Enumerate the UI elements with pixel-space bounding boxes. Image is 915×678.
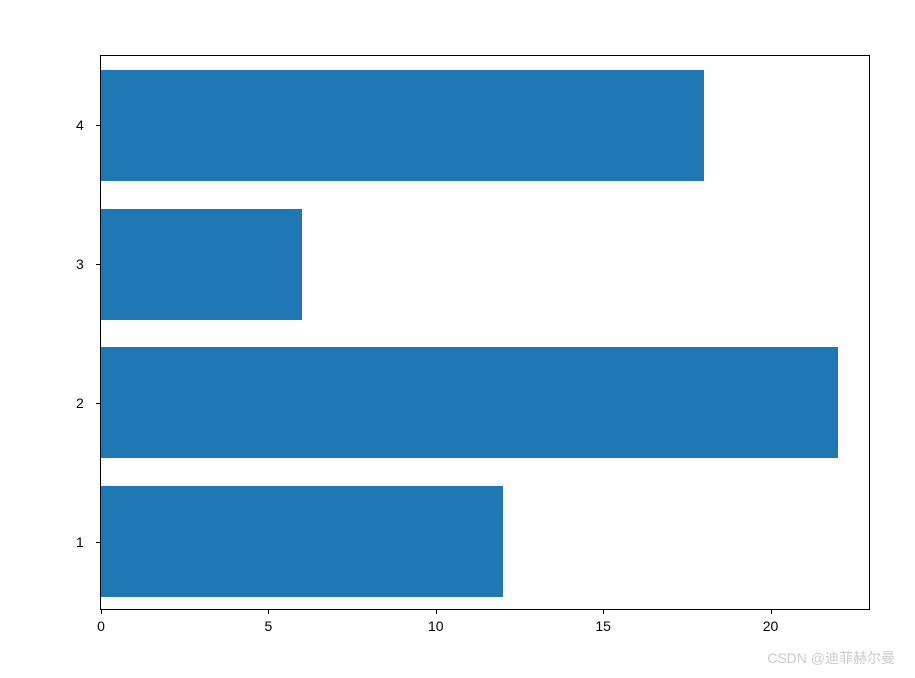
bar-2: [101, 347, 838, 458]
y-tick: [96, 542, 101, 543]
y-tick-label: 4: [76, 117, 84, 133]
bar-3: [101, 209, 302, 320]
bar-4: [101, 70, 704, 181]
y-tick: [96, 125, 101, 126]
watermark-text: CSDN @迪菲赫尔曼: [767, 648, 895, 668]
bar-1: [101, 486, 503, 597]
y-tick: [96, 403, 101, 404]
y-tick-label: 3: [76, 256, 84, 272]
x-tick: [101, 609, 102, 614]
x-tick: [771, 609, 772, 614]
x-tick: [436, 609, 437, 614]
x-tick-label: 20: [763, 618, 779, 634]
y-tick-label: 1: [76, 534, 84, 550]
x-tick-label: 10: [428, 618, 444, 634]
x-tick: [603, 609, 604, 614]
x-tick-label: 0: [97, 618, 105, 634]
y-tick-label: 2: [76, 395, 84, 411]
x-tick-label: 15: [595, 618, 611, 634]
x-tick: [268, 609, 269, 614]
chart-container: 05101520 1234: [100, 55, 870, 610]
plot-area: 05101520 1234: [100, 55, 870, 610]
x-tick-label: 5: [264, 618, 272, 634]
y-tick: [96, 264, 101, 265]
